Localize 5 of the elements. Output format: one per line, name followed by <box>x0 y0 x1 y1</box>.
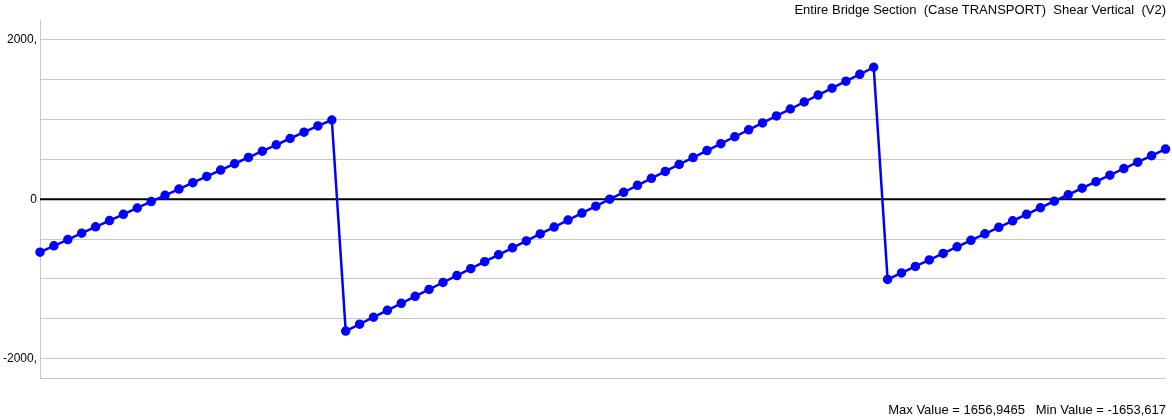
y-tick-label: -2000, <box>2 350 38 365</box>
chart-title: Entire Bridge Section (Case TRANSPORT) Shear Vertical (V2) <box>794 2 1166 17</box>
y-tick-label: 0 <box>30 191 38 206</box>
y-tick-label: 2000, <box>6 32 38 47</box>
text: Max Value = 1656,9465 Min Value = -1653,617 <box>888 402 1166 417</box>
